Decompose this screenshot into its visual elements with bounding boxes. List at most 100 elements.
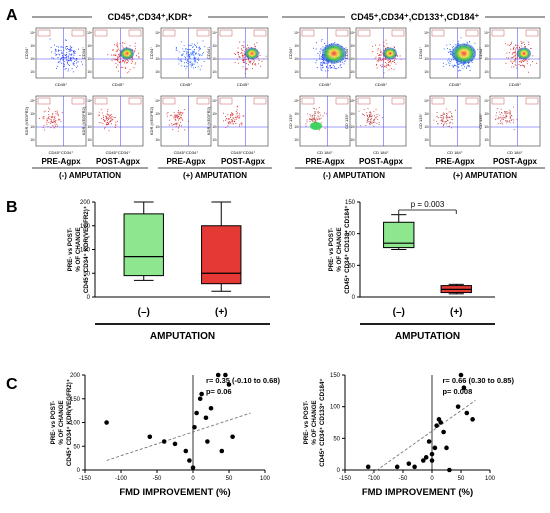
flow-event-dot [331,63,333,65]
y-tick-label: 150 [330,373,341,379]
flow-event-dot [172,129,174,131]
flow-event-dot [320,65,322,67]
flow-event-dot [515,48,516,50]
flow-event-dot [186,60,188,62]
flow-event-dot [376,60,378,62]
scatter-point [219,448,225,454]
flow-event-dot [319,51,321,53]
flow-tick-label: 10¹ [294,70,299,74]
flow-event-dot [386,65,388,66]
flow-event-dot [173,117,175,119]
flow-event-dot [236,113,238,115]
flow-event-dot [133,67,135,69]
box-plus [201,201,242,292]
scatter-point [104,420,109,425]
flow-event-dot [177,111,179,113]
flow-event-dot [111,59,113,61]
flow-left-plus-pre: PRE-Agpx [166,157,206,166]
flow-event-dot [390,60,391,61]
flow-event-dot [242,66,244,68]
flow-event-dot [82,63,84,65]
flow-event-dot [225,119,227,121]
flow-event-dot [241,122,243,124]
flow-event-dot [191,54,193,56]
flow-x-axis-label: CD45⁺ [375,82,387,87]
flow-event-dot [452,48,454,50]
flow-x-axis-label: CD 184⁺ [317,150,333,155]
flow-tick-label: 10³ [484,112,489,116]
flow-left-plus-amp: (+) AMPUTATION [183,171,247,180]
flow-event-dot [324,62,326,64]
flow-event-dot [457,42,459,44]
flow-y-axis-label: CD 133⁺ [344,113,349,129]
flow-event-dot [362,114,364,116]
flow-event-dot [70,47,72,49]
flow-event-dot [344,48,346,50]
flow-event-dot [54,52,56,54]
flow-event-dot [340,61,341,63]
flow-event-dot [366,114,368,116]
flow-event-dot [67,62,68,64]
flow-event-dot [193,58,195,59]
scatter-point [470,417,475,422]
flow-event-dot [235,54,236,55]
flow-event-dot [48,118,50,120]
correlation-stat: r= 0.66 (0.30 to 0.85) [442,376,514,385]
flow-event-dot [374,58,376,60]
flow-event-dot [175,49,177,51]
flow-event-dot [195,60,197,62]
flow-event-dot [509,114,511,116]
flow-y-axis-label: KDR (VEGFR2) [206,106,211,135]
flow-event-dot [502,118,504,120]
flow-event-dot [525,58,527,60]
flow-event-dot [382,59,384,61]
flow-event-dot [386,63,388,65]
flow-event-dot [118,61,120,63]
flow-event-dot [309,118,311,120]
flow-event-dot [453,65,454,67]
flow-event-dot [259,55,261,56]
flow-event-dot [440,115,442,116]
flow-event-dot [186,62,187,63]
flow-event-dot [258,52,260,54]
flow-event-dot [194,43,196,45]
flow-event-dot [107,117,109,119]
flow-event-dot [54,120,56,122]
flow-event-dot [229,121,231,123]
flow-event-dot [188,54,190,55]
flow-event-dot [180,59,182,61]
flow-event-dot [55,50,57,52]
y-tick-label: 100 [80,248,91,254]
x-tick-label: -150 [79,476,92,482]
flow-event-dot [65,40,67,41]
flow-y-axis-label: CD34⁺ [206,47,211,59]
flow-tick-label: 10² [350,125,355,129]
flow-event-dot [186,66,188,68]
flow-event-dot [120,61,122,63]
flow-event-dot [468,63,469,64]
flow-event-dot [194,58,196,59]
flow-event-dot [240,53,242,54]
flow-event-dot [505,112,506,114]
flow-event-dot [248,47,250,48]
flow-event-dot [193,55,195,57]
scatter-point [394,464,400,470]
flow-gate-box [94,97,108,105]
y-tick-label: 50 [83,271,90,277]
flow-event-dot [194,56,196,58]
flow-event-dot [237,47,239,49]
flow-event-dot [344,61,346,62]
flow-event-dot [179,112,181,113]
flow-event-dot [106,122,108,124]
flow-event-dot [506,122,508,124]
flow-event-dot [73,63,75,64]
flow-event-dot [443,114,445,115]
flow-event-dot [321,70,323,71]
flow-event-dot [455,65,457,67]
flow-event-dot [312,118,314,120]
flow-event-dot [443,112,445,114]
flow-event-dot [68,68,70,70]
flow-event-dot [383,58,385,60]
flow-event-dot [510,41,512,43]
